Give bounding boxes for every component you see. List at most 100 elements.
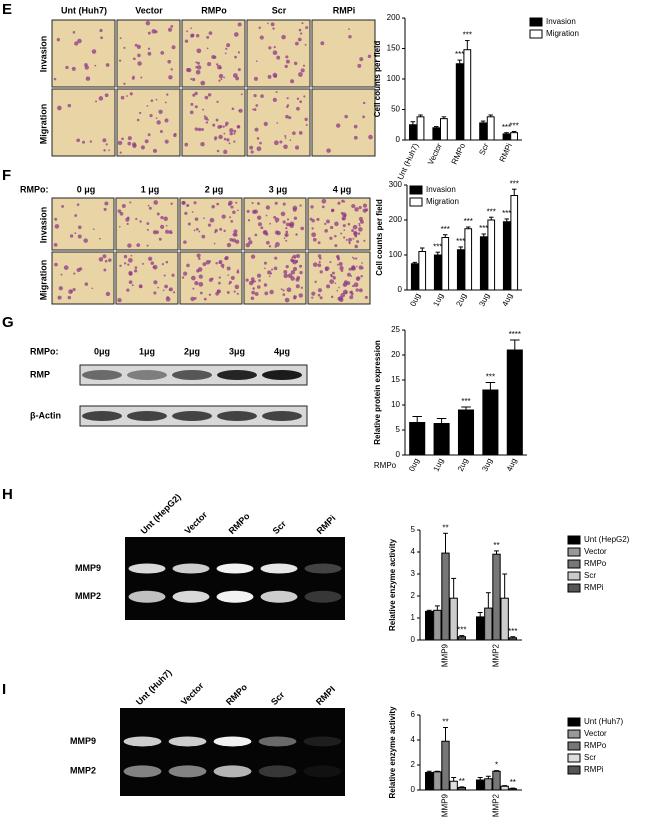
cell-dot: [223, 137, 227, 141]
cell-dot: [273, 140, 279, 146]
y-tick-label: 0: [396, 450, 401, 459]
column-header: 3μg: [229, 346, 245, 356]
legend-swatch: [567, 535, 581, 545]
legend-swatch: [409, 197, 423, 207]
cell-dot: [136, 44, 141, 49]
cell-dot: [338, 261, 343, 267]
cell-dot: [283, 237, 286, 240]
cell-dot: [161, 263, 164, 266]
cell-dot: [164, 101, 167, 104]
cell-dot: [349, 295, 354, 300]
cell-dot: [272, 27, 275, 30]
cell-dot: [350, 266, 355, 271]
cell-dot: [317, 263, 322, 268]
cell-dot: [222, 266, 225, 269]
bar: [440, 118, 448, 141]
y-tick-label: 4: [411, 735, 416, 744]
cell-dot: [126, 95, 128, 97]
cell-dot: [102, 138, 107, 143]
gel-band: [123, 765, 162, 778]
cell-dot: [146, 104, 149, 107]
cell-dot: [348, 242, 351, 245]
cell-dot: [193, 296, 197, 300]
cell-dot: [326, 219, 330, 224]
cell-dot: [167, 59, 172, 64]
cell-dot: [338, 286, 340, 289]
cell-dot: [127, 263, 130, 266]
gel: [125, 537, 345, 620]
lane-label: Vector: [183, 509, 210, 536]
cell-dot: [273, 74, 277, 78]
cell-dot: [311, 232, 317, 238]
cell-dot: [174, 132, 177, 136]
cell-dot: [253, 108, 257, 111]
cell-dot: [259, 141, 262, 145]
cell-dot: [223, 76, 226, 79]
cell-dot: [225, 47, 228, 50]
cell-dot: [218, 276, 221, 279]
cell-dot: [273, 46, 276, 49]
y-tick-label: 150: [387, 44, 401, 53]
cell-dot: [77, 225, 82, 230]
cell-dot: [334, 244, 338, 248]
cell-dot: [213, 242, 216, 245]
cell-dot: [208, 31, 213, 35]
cell-dot: [212, 123, 216, 127]
gel-band: [260, 563, 298, 574]
cell-dot: [140, 145, 146, 150]
cell-dot: [218, 73, 224, 79]
cell-dot: [230, 275, 235, 281]
cell-dot: [206, 35, 210, 39]
y-tick-label: 200: [387, 13, 401, 22]
cell-dot: [284, 232, 289, 238]
bar: [476, 616, 485, 641]
cell-dot: [223, 132, 226, 135]
cell-dot: [360, 275, 363, 278]
column-header: Scr: [272, 5, 287, 15]
cell-dot: [340, 269, 344, 272]
cell-dot: [238, 108, 243, 113]
cell-dot: [353, 124, 358, 129]
cell-dot: [255, 60, 258, 63]
cell-dot: [194, 217, 199, 221]
cell-dot: [228, 280, 232, 284]
cell-dot: [317, 293, 321, 297]
cell-dot: [288, 116, 292, 120]
prefix: RMPo:: [20, 184, 49, 194]
cell-dot: [237, 209, 239, 212]
cell-dot: [266, 240, 270, 245]
cell-dot: [171, 45, 176, 50]
bar: [510, 132, 519, 141]
bar: [479, 122, 488, 141]
row-label: Migration: [38, 104, 48, 145]
cell-dot: [132, 143, 137, 148]
bar: [457, 636, 467, 641]
column-header: 1 μg: [141, 184, 160, 194]
cell-dot: [268, 46, 272, 50]
bar: [500, 597, 509, 641]
cell-dot: [224, 52, 227, 55]
cell-dot: [314, 280, 317, 284]
cell-dot: [162, 289, 165, 292]
cell-dot: [356, 265, 358, 268]
cell-dot: [198, 257, 201, 260]
cell-dot: [283, 273, 289, 279]
cell-dot: [280, 288, 283, 291]
cell-dot: [95, 100, 98, 103]
bar: [433, 609, 442, 641]
micrograph: [311, 19, 376, 88]
cell-dot: [334, 221, 339, 227]
cell-dot: [284, 64, 288, 69]
cell-dot: [264, 291, 269, 296]
cell-dot: [57, 295, 62, 300]
cell-dot: [61, 204, 65, 208]
bar: [433, 254, 442, 291]
cell-dot: [347, 272, 351, 277]
cell-dot: [252, 108, 254, 111]
cell-dot: [354, 234, 358, 238]
significance: ***: [508, 627, 517, 636]
x-tick-label: 1ug: [431, 292, 445, 308]
cell-dot: [127, 136, 132, 141]
cell-dot: [58, 286, 63, 291]
legend-label: Scr: [584, 571, 596, 580]
